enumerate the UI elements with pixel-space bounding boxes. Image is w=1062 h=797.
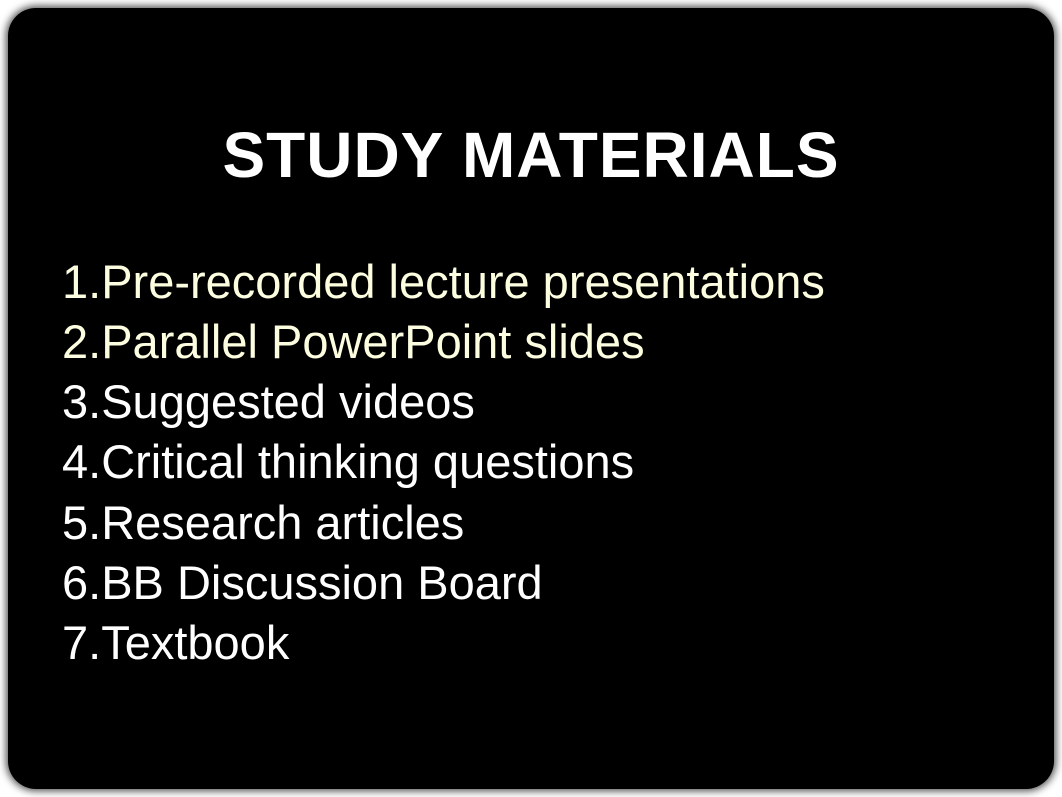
slide-container: STUDY MATERIALS Pre-recorded lecture pre… <box>8 8 1054 789</box>
list-item: BB Discussion Board <box>62 553 1004 613</box>
slide-title: STUDY MATERIALS <box>58 118 1004 192</box>
list-item: Textbook <box>62 613 1004 673</box>
list-item: Suggested videos <box>62 372 1004 432</box>
list-item: Pre-recorded lecture presentations <box>62 252 1004 312</box>
list-item: Research articles <box>62 493 1004 553</box>
list-item: Critical thinking questions <box>62 432 1004 492</box>
list-item: Parallel PowerPoint slides <box>62 312 1004 372</box>
materials-list: Pre-recorded lecture presentations Paral… <box>58 252 1004 673</box>
